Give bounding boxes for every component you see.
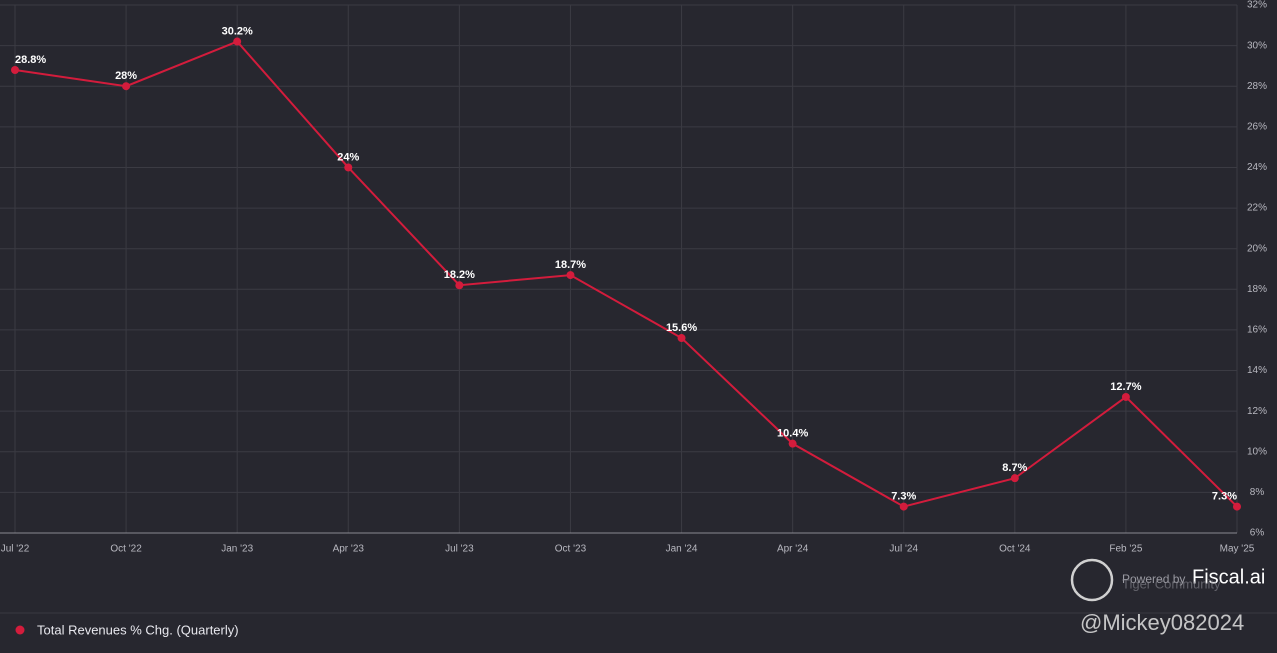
y-tick-label: 30%	[1247, 40, 1267, 51]
data-label: 7.3%	[1212, 491, 1237, 503]
point	[344, 163, 353, 172]
y-tick-label: 14%	[1247, 365, 1267, 376]
y-tick-label: 32%	[1247, 0, 1267, 11]
x-tick-label: May '25	[1220, 544, 1255, 555]
data-label: 28.8%	[15, 54, 46, 66]
x-tick-label: Oct '22	[110, 544, 142, 555]
data-label: 8.7%	[1002, 462, 1027, 474]
data-label: 30.2%	[222, 25, 253, 37]
y-tick-label: 8%	[1250, 487, 1265, 498]
watermark-community: Tiger Community	[1122, 576, 1221, 591]
data-label: 7.3%	[891, 491, 916, 503]
point	[1121, 392, 1130, 401]
point	[1010, 474, 1019, 483]
watermark-brand: Fiscal.ai	[1192, 566, 1265, 588]
x-tick-label: Feb '25	[1109, 544, 1142, 555]
data-label: 24%	[337, 151, 359, 163]
x-tick-label: Oct '23	[555, 544, 587, 555]
point	[122, 82, 131, 91]
x-tick-label: Apr '24	[777, 544, 809, 555]
point	[788, 439, 797, 448]
watermark-user: @Mickey082024	[1080, 610, 1244, 635]
point	[233, 37, 242, 46]
data-label: 28%	[115, 70, 137, 82]
y-tick-label: 22%	[1247, 203, 1267, 214]
x-tick-label: Jul '23	[445, 544, 474, 555]
data-label: 18.2%	[444, 269, 475, 281]
point	[899, 502, 908, 511]
x-tick-label: Jul '22	[1, 544, 30, 555]
y-tick-label: 20%	[1247, 243, 1267, 254]
y-tick-label: 16%	[1247, 325, 1267, 336]
series-line	[14, 40, 1238, 508]
y-tick-label: 24%	[1247, 162, 1267, 173]
watermark-powered: Powered by	[1122, 572, 1185, 586]
y-tick-label: 10%	[1247, 446, 1267, 457]
point	[11, 65, 19, 74]
data-label: 15.6%	[666, 322, 697, 334]
y-tick-label: 12%	[1247, 406, 1267, 417]
x-tick-label: Jan '24	[666, 544, 698, 555]
y-tick-label: 26%	[1247, 121, 1267, 132]
point	[1233, 502, 1241, 511]
y-tick-label: 18%	[1247, 284, 1267, 295]
data-label: 10.4%	[777, 428, 808, 440]
x-tick-label: Jan '23	[221, 544, 253, 555]
data-label: 12.7%	[1110, 381, 1141, 393]
x-tick-label: Oct '24	[999, 544, 1031, 555]
point	[566, 271, 575, 280]
legend-marker	[15, 625, 25, 635]
x-tick-label: Jul '24	[889, 544, 918, 555]
y-tick-label: 28%	[1247, 81, 1267, 92]
data-label: 18.7%	[555, 259, 586, 271]
y-tick-label: 6%	[1250, 528, 1265, 539]
x-tick-label: Apr '23	[333, 544, 365, 555]
point	[677, 334, 686, 343]
legend-label: Total Revenues % Chg. (Quarterly)	[37, 622, 239, 637]
point	[455, 281, 464, 290]
watermark-logo	[1070, 558, 1114, 602]
